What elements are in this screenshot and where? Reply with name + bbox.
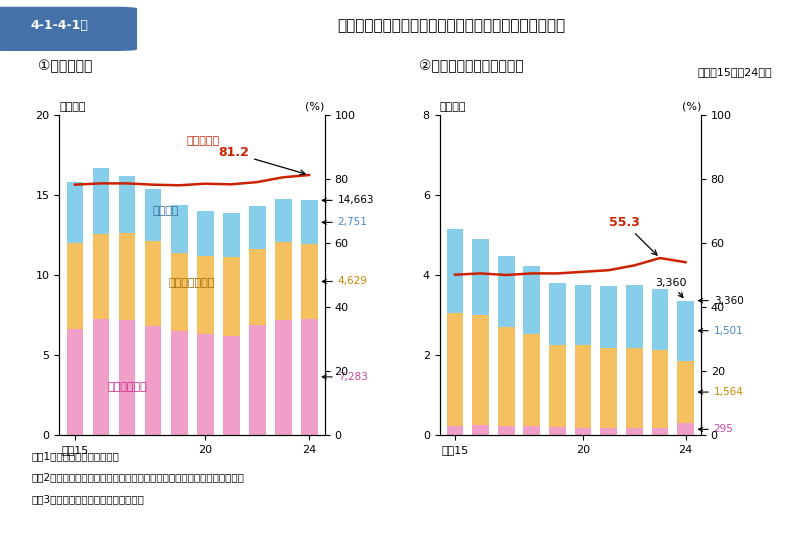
Bar [249,206,265,248]
Bar [67,328,83,435]
Bar [472,425,489,435]
Text: 295: 295 [699,425,733,434]
Text: 2,751: 2,751 [322,217,367,227]
Bar [600,286,617,348]
Bar [447,426,463,435]
Bar [223,213,239,257]
Text: 3,360: 3,360 [655,278,687,297]
Text: 注　1　保護統計年報による。: 注 1 保護統計年報による。 [32,451,120,461]
Text: 前科なし: 前科なし [153,206,179,216]
Bar [575,285,592,345]
Bar [93,234,109,319]
Bar [575,345,592,428]
Bar [524,334,540,426]
Bar [119,176,135,233]
Text: 有前科者率: 有前科者率 [187,136,220,146]
Bar [447,229,463,313]
Bar [119,320,135,435]
Bar [119,233,135,320]
Text: 7,283: 7,283 [322,372,367,382]
Bar [196,256,214,334]
Bar [626,428,642,435]
Bar [498,256,515,327]
Bar [677,423,694,435]
Text: ①　仮釈放者: ① 仮釈放者 [38,59,93,73]
Bar [196,211,214,256]
Text: 2　「有前科者」は，罰金以上の刑に処せられたことがある者をいう。: 2 「有前科者」は，罰金以上の刑に処せられたことがある者をいう。 [32,473,245,483]
Bar [677,361,694,423]
Bar [301,319,318,435]
Bar [652,428,668,435]
Bar [498,327,515,426]
Text: 4-1-4-1図: 4-1-4-1図 [30,19,89,32]
Bar [447,313,463,426]
Bar [196,334,214,435]
Text: 14,663: 14,663 [322,195,375,206]
Bar [472,315,489,425]
Text: (%): (%) [682,101,701,112]
Bar [249,325,265,435]
Bar [301,200,318,245]
Bar [145,189,162,241]
Text: 保護観察開始人員（前科の有無別）・有前科者率の推移: 保護観察開始人員（前科の有無別）・有前科者率の推移 [337,18,565,33]
Bar [170,205,188,253]
Bar [549,345,565,427]
Text: 3,360: 3,360 [699,296,744,305]
Bar [524,426,540,435]
Bar [652,289,668,349]
Bar [249,248,265,325]
Bar [223,257,239,336]
Text: 実刑前科あり: 実刑前科あり [107,382,147,392]
Bar [223,336,239,435]
Bar [549,283,565,345]
Bar [626,348,642,428]
Bar [170,253,188,331]
Text: ②　保護観察付執行猫予者: ② 保護観察付執行猫予者 [419,59,524,73]
Text: 4,629: 4,629 [322,277,367,287]
Bar [170,331,188,435]
Text: 55.3: 55.3 [609,216,657,255]
Bar [145,326,162,435]
Bar [275,320,291,435]
Bar [677,301,694,361]
Bar [275,242,291,320]
Text: その他前科あり: その他前科あり [169,278,215,288]
Bar [301,245,318,319]
Bar [93,319,109,435]
Text: （平成15年～24年）: （平成15年～24年） [698,67,772,77]
Bar [498,426,515,435]
Text: （千人）: （千人） [440,101,466,112]
Text: 3　前科の有無が不詳の者を除く。: 3 前科の有無が不詳の者を除く。 [32,494,145,504]
Bar [275,199,291,242]
Text: (%): (%) [306,101,325,112]
FancyBboxPatch shape [0,7,137,51]
Bar [600,428,617,435]
Text: （千人）: （千人） [59,101,86,112]
Bar [652,349,668,428]
Bar [600,348,617,428]
Text: 1,564: 1,564 [699,387,744,397]
Text: 81.2: 81.2 [218,146,305,175]
Bar [67,243,83,328]
Bar [472,239,489,315]
Bar [93,168,109,234]
Bar [67,182,83,243]
Bar [145,241,162,326]
Bar [524,266,540,334]
Bar [626,285,642,348]
Text: 1,501: 1,501 [699,326,744,336]
Bar [549,427,565,435]
Bar [575,428,592,435]
